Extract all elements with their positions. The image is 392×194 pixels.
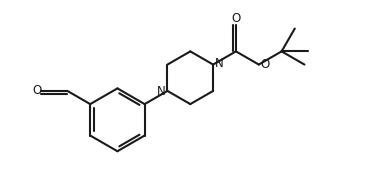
Text: N: N	[157, 85, 166, 98]
Text: O: O	[261, 58, 270, 71]
Text: O: O	[231, 12, 241, 25]
Text: N: N	[215, 57, 223, 70]
Text: O: O	[33, 84, 42, 97]
